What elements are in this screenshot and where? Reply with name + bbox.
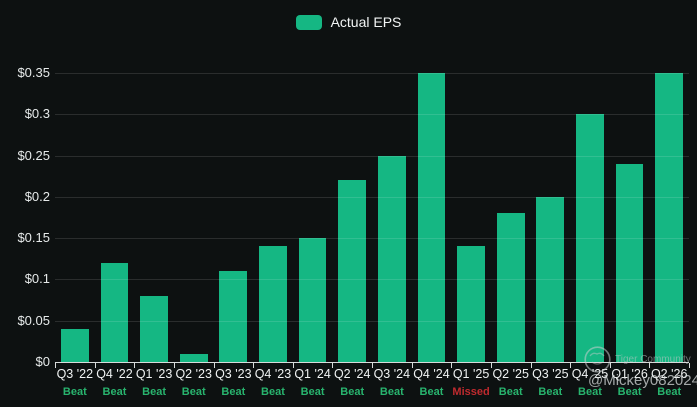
x-axis-tick <box>292 363 294 368</box>
bar-slot <box>451 73 491 362</box>
x-axis-tick <box>689 363 690 368</box>
x-axis-tick-label: Q1 '25 <box>452 367 490 381</box>
bar-slot <box>372 73 412 362</box>
bar-slot <box>253 73 293 362</box>
x-axis-tick <box>649 363 651 368</box>
y-axis-tick-label: $0.25 <box>17 147 50 163</box>
status-label: Beat <box>62 386 87 398</box>
x-axis-tick-label: Q2 '23 <box>175 367 212 381</box>
y-axis-tick-label: $0.15 <box>17 230 50 246</box>
y-axis-tick-label: $0 <box>35 354 50 369</box>
bar-slot <box>174 73 214 362</box>
legend-marker-icon <box>295 14 322 30</box>
status-row: Beat Beat Beat Beat Beat Beat Beat Beat Beat Beat… <box>55 386 689 399</box>
x-axis-tick-label: Q4 '23 <box>254 367 292 381</box>
status-label: Beat <box>379 386 404 398</box>
x-axis-tick-label: Q2 '26 <box>650 367 688 381</box>
legend-label: Actual EPS <box>330 14 402 30</box>
bar-slot <box>491 73 531 362</box>
x-axis-tick <box>173 363 175 368</box>
x-axis-tick-label: Q2 '24 <box>333 367 371 381</box>
bar-slot <box>412 73 452 362</box>
x-axis-tick <box>530 363 532 368</box>
bar-slot <box>293 73 333 362</box>
bar-Q2 '25[interactable] <box>496 213 525 362</box>
x-axis-tick <box>213 363 215 368</box>
legend-actual-eps[interactable]: Actual EPS <box>0 14 697 30</box>
plot-area <box>55 73 689 363</box>
x-axis-tick <box>94 363 96 368</box>
x-axis-tick <box>490 363 492 368</box>
bar-Q2 '26[interactable] <box>655 73 684 362</box>
x-axis-tick <box>411 363 413 368</box>
status-label: Beat <box>498 386 523 398</box>
bar-series <box>55 73 689 362</box>
x-axis-tick-label: Q2 '25 <box>492 367 529 381</box>
bar-Q4 '23[interactable] <box>259 246 287 362</box>
status-label: Beat <box>538 386 563 398</box>
y-axis-tick-label: $0.2 <box>24 188 50 204</box>
status-label: Beat <box>419 386 444 398</box>
x-axis-labels: Q3 '22 Q4 '22 Q1 '23 Q2 '23 Q3 '23 Q4 '23 Q1 '… <box>55 367 689 382</box>
x-axis-tick-label: Q1 '24 <box>294 367 331 381</box>
x-axis-tick-label: Q4 '24 <box>413 367 450 381</box>
x-axis-tick-label: Q1 '26 <box>611 367 648 381</box>
status-label: Beat <box>300 386 325 398</box>
bar-Q3 '25[interactable] <box>536 196 565 362</box>
status-label: Beat <box>261 386 285 398</box>
status-label: Beat <box>102 386 127 398</box>
x-axis-tick-label: Q3 '24 <box>373 367 411 381</box>
y-axis-tick-label: $0.35 <box>17 65 50 80</box>
x-axis-tick-label: Q4 '25 <box>571 367 609 381</box>
x-axis-tick-label: Q4 '22 <box>96 367 133 381</box>
x-axis-tick-label: Q1 '23 <box>135 367 173 381</box>
x-axis-tick <box>134 363 136 368</box>
bar-slot <box>332 73 372 362</box>
x-axis-ticks <box>55 363 690 369</box>
x-axis-tick <box>372 363 373 368</box>
status-label: Beat <box>340 386 365 398</box>
bar-slot <box>55 73 95 362</box>
x-axis-tick-label: Q3 '22 <box>56 367 94 381</box>
status-label: Beat <box>657 386 682 398</box>
bar-slot <box>214 73 254 362</box>
status-label: Beat <box>617 386 642 398</box>
status-label: Beat <box>221 386 246 398</box>
x-axis-tick-label: Q3 '25 <box>532 367 569 381</box>
bar-Q1 '24[interactable] <box>298 238 327 362</box>
bar-Q3 '22[interactable] <box>60 328 89 362</box>
x-axis-tick <box>253 363 255 368</box>
status-label: Missed <box>452 386 490 398</box>
status-label: Beat <box>578 386 602 398</box>
status-label: Beat <box>142 386 166 398</box>
bar-Q2 '24[interactable] <box>338 180 367 362</box>
bar-Q1 '26[interactable] <box>615 163 644 362</box>
bar-slot <box>531 73 571 362</box>
y-axis-tick-label: $0.05 <box>17 312 50 328</box>
bar-slot <box>610 73 650 362</box>
x-axis-tick-label: Q3 '23 <box>215 367 252 381</box>
status-label: Beat <box>181 386 206 398</box>
bar-Q1 '23[interactable] <box>140 295 168 362</box>
x-axis-tick <box>451 363 453 368</box>
bar-slot <box>134 73 174 362</box>
y-axis-tick-label: $0.1 <box>24 271 50 287</box>
bar-Q4 '25[interactable] <box>576 114 604 362</box>
y-axis: $0 $0.05 $0.1 $0.15 $0.2 $0.25 $0.3 $0.35 <box>0 65 50 369</box>
x-axis-tick <box>55 363 56 368</box>
bar-Q2 '23[interactable] <box>179 353 208 362</box>
bar-Q3 '24[interactable] <box>377 155 406 362</box>
bar-Q1 '25[interactable] <box>457 246 485 362</box>
bar-Q4 '22[interactable] <box>100 262 129 362</box>
bar-slot <box>570 73 610 362</box>
bar-Q3 '23[interactable] <box>219 271 248 362</box>
y-axis-tick-label: $0.3 <box>24 106 50 122</box>
bar-Q4 '24[interactable] <box>417 73 446 362</box>
bar-slot <box>649 73 689 362</box>
x-axis-tick <box>332 363 334 368</box>
bar-slot <box>95 73 135 362</box>
x-axis-tick <box>570 363 572 368</box>
